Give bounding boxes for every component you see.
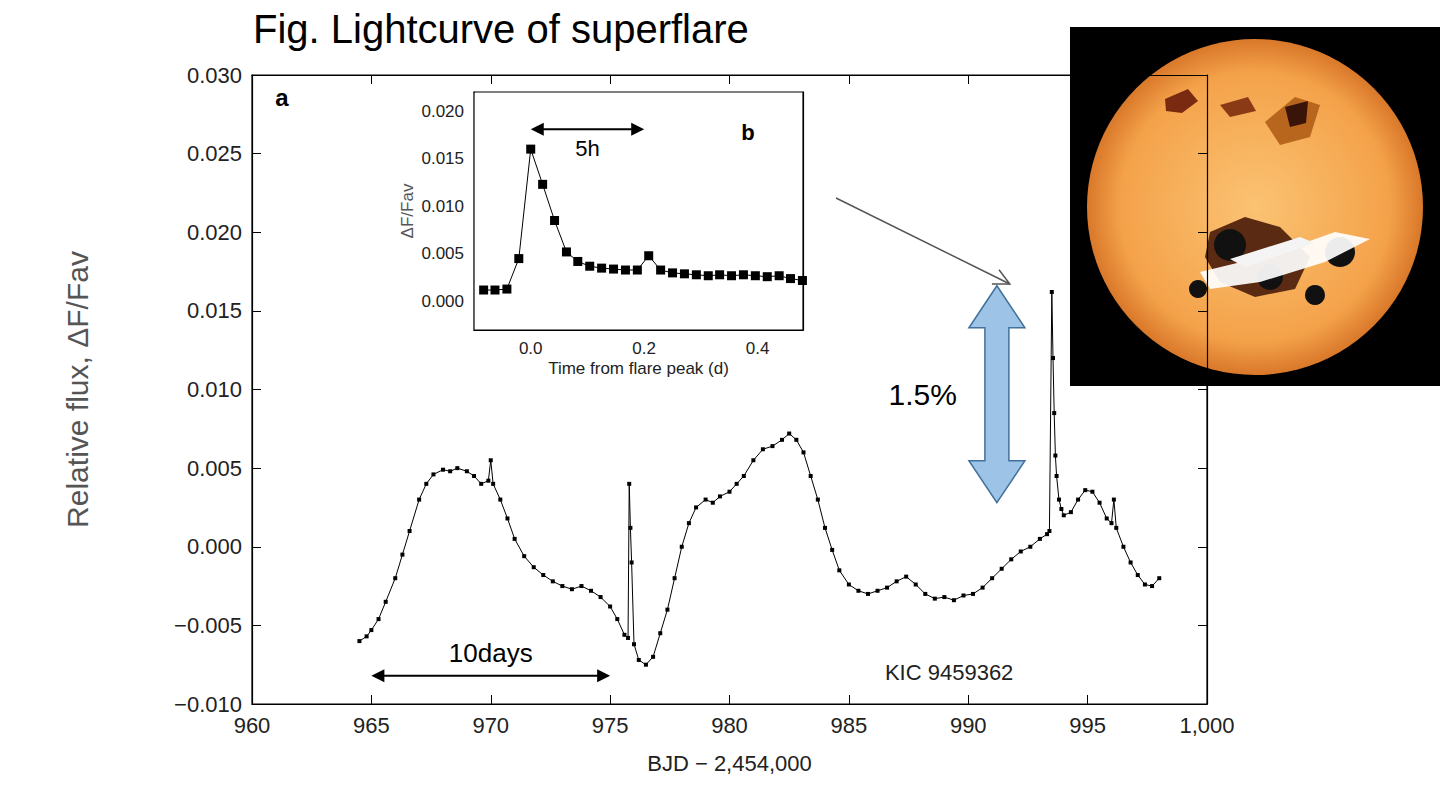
svg-text:0.030: 0.030 [187, 63, 242, 88]
svg-text:0.4: 0.4 [746, 339, 770, 358]
svg-text:0.020: 0.020 [421, 102, 464, 121]
svg-text:0.010: 0.010 [421, 197, 464, 216]
svg-text:ΔF/Fav: ΔF/Fav [398, 183, 417, 238]
svg-text:0.025: 0.025 [187, 141, 242, 166]
svg-text:0.005: 0.005 [421, 244, 464, 263]
svg-text:980: 980 [711, 713, 748, 738]
svg-text:0.010: 0.010 [187, 377, 242, 402]
svg-text:990: 990 [950, 713, 987, 738]
svg-text:a: a [275, 84, 289, 111]
svg-text:BJD − 2,454,000: BJD − 2,454,000 [647, 751, 812, 776]
svg-text:1.5%: 1.5% [889, 378, 957, 411]
svg-text:960: 960 [234, 713, 271, 738]
svg-text:−0.005: −0.005 [174, 613, 242, 638]
svg-text:−0.010: −0.010 [174, 692, 242, 717]
svg-text:Fig. Lightcurve of superflare: Fig. Lightcurve of superflare [253, 7, 749, 51]
svg-text:KIC 9459362: KIC 9459362 [885, 660, 1013, 685]
svg-text:0.005: 0.005 [187, 456, 242, 481]
svg-text:995: 995 [1069, 713, 1106, 738]
svg-text:0.0: 0.0 [519, 339, 543, 358]
svg-text:b: b [741, 120, 754, 145]
svg-text:10days: 10days [449, 638, 533, 668]
svg-text:1,000: 1,000 [1179, 713, 1234, 738]
svg-text:975: 975 [592, 713, 629, 738]
svg-text:985: 985 [831, 713, 868, 738]
svg-text:0.015: 0.015 [187, 298, 242, 323]
svg-text:965: 965 [353, 713, 390, 738]
svg-text:0.2: 0.2 [632, 339, 656, 358]
svg-text:0.000: 0.000 [187, 534, 242, 559]
svg-text:970: 970 [472, 713, 509, 738]
svg-text:0.020: 0.020 [187, 220, 242, 245]
svg-text:0.015: 0.015 [421, 149, 464, 168]
svg-text:5h: 5h [575, 136, 599, 161]
svg-text:Relative flux, ΔF/Fav: Relative flux, ΔF/Fav [61, 251, 94, 528]
svg-text:Time from flare peak (d): Time from flare peak (d) [548, 359, 729, 378]
svg-text:0.000: 0.000 [421, 292, 464, 311]
